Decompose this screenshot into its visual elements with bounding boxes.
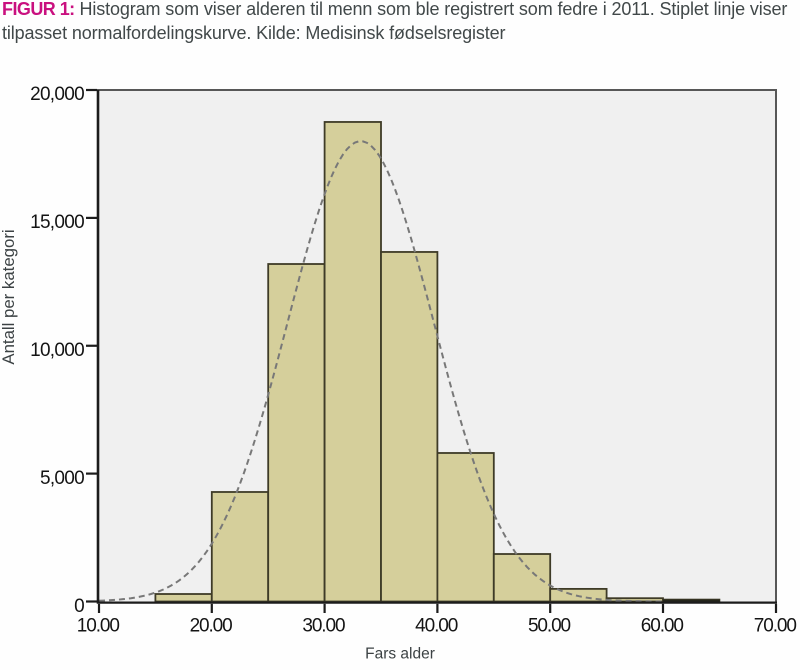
svg-text:Antall per kategori: Antall per kategori [0, 229, 18, 364]
svg-text:10.00: 10.00 [77, 616, 120, 637]
svg-text:60.00: 60.00 [641, 616, 684, 637]
svg-text:0: 0 [74, 596, 84, 617]
svg-text:5,000: 5,000 [40, 468, 84, 489]
svg-text:20.00: 20.00 [190, 616, 233, 637]
svg-text:40.00: 40.00 [415, 616, 458, 637]
svg-text:Fars alder: Fars alder [365, 646, 435, 663]
svg-text:15,000: 15,000 [30, 212, 84, 233]
svg-text:30.00: 30.00 [302, 616, 345, 637]
svg-text:10,000: 10,000 [30, 340, 84, 361]
svg-text:70.00: 70.00 [754, 616, 797, 637]
svg-text:50.00: 50.00 [528, 616, 571, 637]
svg-text:20,000: 20,000 [30, 84, 84, 105]
